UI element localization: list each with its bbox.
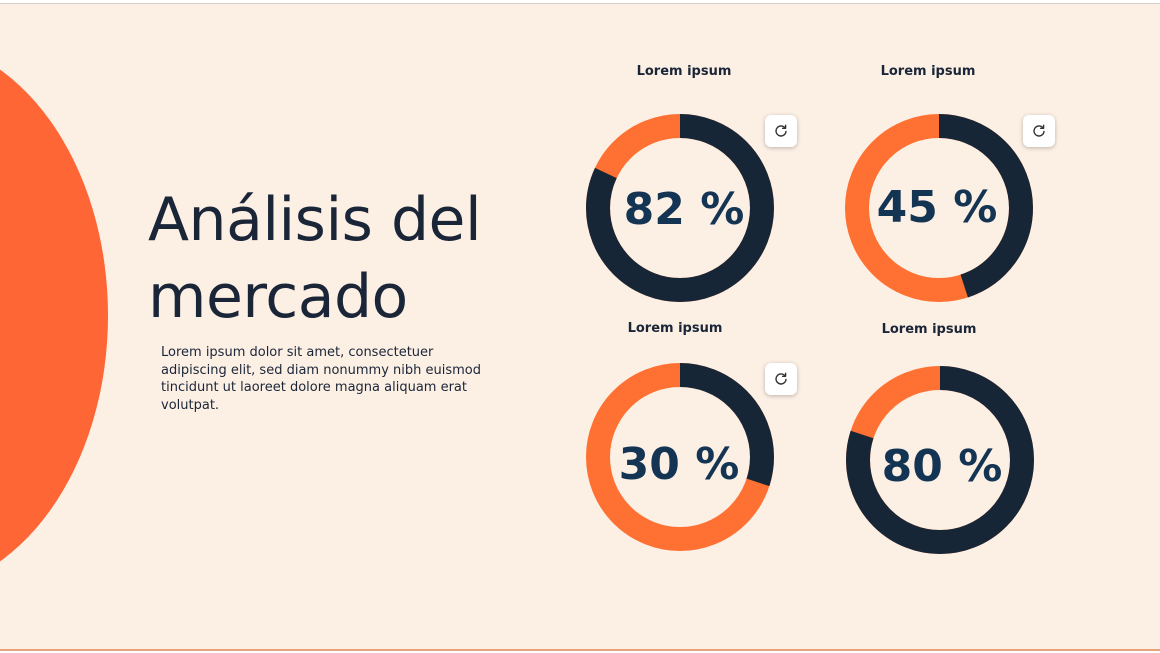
refresh-icon [775,372,787,385]
chart-label-1[interactable]: Lorem ipsum [636,64,732,79]
donut-ring-value [845,114,1033,302]
donut-ring-value [586,114,774,302]
donut-value-text: 30 % [619,439,740,490]
decorative-orange-shape [0,39,108,592]
donut-ring-value [846,366,1034,554]
donut-chart-2[interactable]: 45 % [843,112,1035,304]
donut-value-text: 82 % [624,184,745,235]
slide-canvas: Análisis del mercado Lorem ipsum dolor s… [0,3,1160,651]
chart-label-3[interactable]: Lorem ipsum [627,321,723,336]
refresh-icon [1033,124,1045,137]
donut-chart-4[interactable]: 80 % [844,363,1036,557]
refresh-chart-2-button[interactable] [1023,115,1055,147]
slide-body-text[interactable]: Lorem ipsum dolor sit amet, consectetuer… [161,345,482,413]
slide-title[interactable]: Análisis del mercado [148,185,482,332]
donut-value-text: 80 % [882,441,1003,492]
chart-label-2[interactable]: Lorem ipsum [880,64,976,79]
donut-ring-value [586,363,774,551]
donut-chart-1[interactable]: 82 % [585,112,775,304]
chart-label-4[interactable]: Lorem ipsum [881,322,977,337]
donut-value-text: 45 % [877,182,998,233]
refresh-chart-1-button[interactable] [765,115,797,147]
refresh-chart-3-button[interactable] [765,363,797,395]
donut-chart-3[interactable]: 30 % [585,361,775,553]
refresh-icon [775,124,787,137]
